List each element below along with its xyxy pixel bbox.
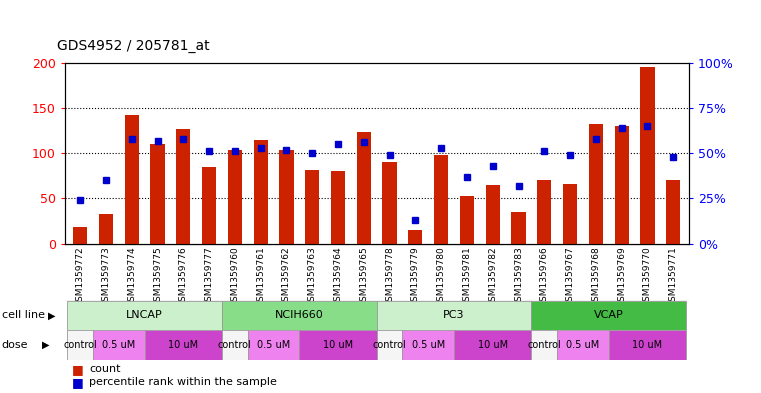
Bar [279,150,294,244]
Text: ▶: ▶ [48,310,56,320]
Text: GSM1359761: GSM1359761 [256,246,265,307]
Text: 10 uM: 10 uM [168,340,199,350]
Text: GSM1359763: GSM1359763 [307,246,317,307]
Text: GSM1359776: GSM1359776 [179,246,188,307]
Bar [99,214,113,244]
Bar [177,129,190,244]
Text: 0.5 uM: 0.5 uM [412,340,445,350]
Text: VCAP: VCAP [594,310,624,320]
Bar [145,330,222,360]
Bar [228,150,242,244]
Bar [253,140,268,244]
Text: 0.5 uM: 0.5 uM [257,340,290,350]
Bar [511,212,526,244]
Bar [222,301,377,330]
Bar [73,228,88,244]
Text: count: count [89,364,120,374]
Bar [299,330,377,360]
Text: GSM1359775: GSM1359775 [153,246,162,307]
Bar [67,330,93,360]
Bar [151,144,164,244]
Bar [531,301,686,330]
Bar [93,330,145,360]
Text: NCIH660: NCIH660 [275,310,323,320]
Text: GSM1359774: GSM1359774 [127,246,136,307]
Bar [403,330,454,360]
Bar [305,169,320,244]
Text: GSM1359780: GSM1359780 [437,246,446,307]
Text: GSM1359772: GSM1359772 [75,246,84,307]
Text: control: control [63,340,97,350]
Text: 10 uM: 10 uM [632,340,663,350]
Bar [248,330,299,360]
Text: ■: ■ [72,376,84,389]
Text: LNCAP: LNCAP [126,310,163,320]
Bar [640,67,654,244]
Text: GSM1359762: GSM1359762 [282,246,291,307]
Bar [67,301,222,330]
Text: dose: dose [2,340,28,350]
Bar [615,126,629,244]
Bar [666,180,680,244]
Text: 0.5 uM: 0.5 uM [566,340,600,350]
Bar [589,124,603,244]
Text: ■: ■ [72,363,84,376]
Bar [383,162,396,244]
Text: GSM1359764: GSM1359764 [333,246,342,307]
Bar [557,330,609,360]
Text: GSM1359768: GSM1359768 [591,246,600,307]
Text: GSM1359773: GSM1359773 [101,246,110,307]
Text: 0.5 uM: 0.5 uM [102,340,135,350]
Text: GSM1359779: GSM1359779 [411,246,420,307]
Bar [460,196,474,244]
Text: GSM1359767: GSM1359767 [565,246,575,307]
Text: GSM1359766: GSM1359766 [540,246,549,307]
Bar [563,184,577,244]
Text: GSM1359783: GSM1359783 [514,246,523,307]
Text: GSM1359760: GSM1359760 [231,246,240,307]
Text: GSM1359770: GSM1359770 [643,246,652,307]
Bar [377,301,531,330]
Bar [454,330,531,360]
Text: GDS4952 / 205781_at: GDS4952 / 205781_at [57,39,210,53]
Text: GSM1359777: GSM1359777 [205,246,214,307]
Text: 10 uM: 10 uM [323,340,353,350]
Text: ▶: ▶ [42,340,49,350]
Text: GSM1359769: GSM1359769 [617,246,626,307]
Text: GSM1359771: GSM1359771 [669,246,678,307]
Bar [357,132,371,244]
Bar [222,330,248,360]
Bar [409,230,422,244]
Text: cell line: cell line [2,310,45,320]
Text: GSM1359781: GSM1359781 [463,246,472,307]
Bar [531,330,557,360]
Text: PC3: PC3 [444,310,465,320]
Text: 10 uM: 10 uM [478,340,508,350]
Text: GSM1359782: GSM1359782 [489,246,497,307]
Bar [434,155,448,244]
Text: control: control [527,340,561,350]
Bar [537,180,552,244]
Text: percentile rank within the sample: percentile rank within the sample [89,377,277,387]
Text: control: control [373,340,406,350]
Bar [609,330,686,360]
Text: control: control [218,340,252,350]
Bar [331,171,345,244]
Bar [125,115,139,244]
Bar [377,330,403,360]
Bar [202,167,216,244]
Bar [486,185,500,244]
Text: GSM1359765: GSM1359765 [359,246,368,307]
Text: GSM1359778: GSM1359778 [385,246,394,307]
